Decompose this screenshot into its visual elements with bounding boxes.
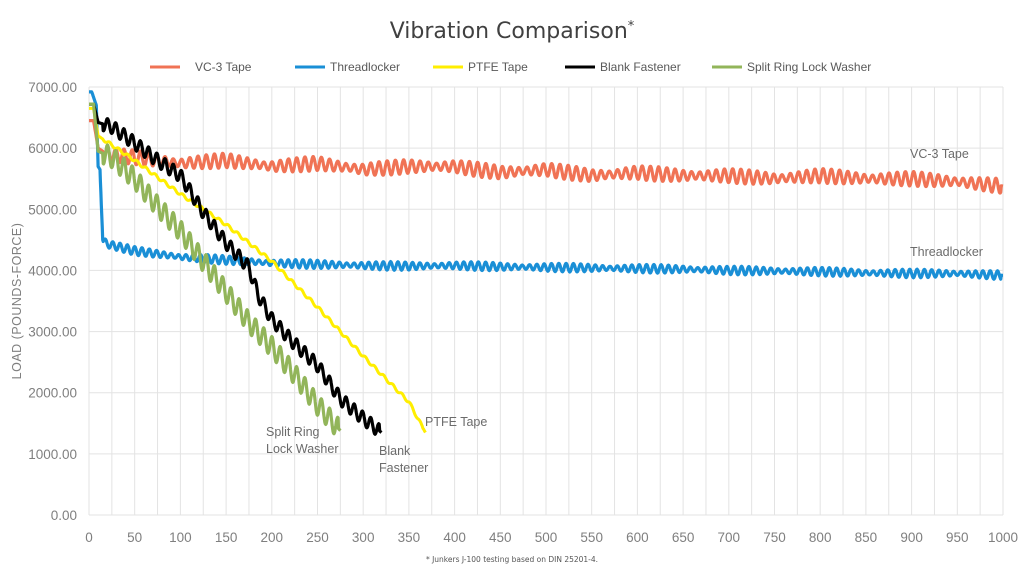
- x-tick-label: 900: [900, 530, 923, 545]
- legend: VC-3 Tape Threadlocker PTFE Tape Blank Fast…: [150, 60, 871, 74]
- x-tick-label: 100: [169, 530, 192, 545]
- series-lines: [87, 90, 1005, 436]
- legend-item: Split Ring Lock Washer: [712, 60, 871, 74]
- x-tick-label: 300: [352, 530, 375, 545]
- y-tick-label: 7000.00: [28, 80, 77, 95]
- legend-item: Blank Fastener: [565, 60, 681, 74]
- x-tick-label: 450: [489, 530, 512, 545]
- y-axis-label: LOAD (POUNDS-FORCE): [10, 223, 24, 380]
- x-tick-label: 150: [215, 530, 238, 545]
- x-tick-label: 250: [306, 530, 329, 545]
- y-axis-ticks: 0.00 1000.00 2000.00 3000.00 4000.00 5000.00 6…: [28, 80, 77, 523]
- x-tick-label: 0: [85, 530, 93, 545]
- legend-label: Threadlocker: [330, 60, 400, 74]
- series-line-split-ring-lock-washer: [87, 102, 342, 436]
- series-line-vc-3-tape: [87, 119, 1005, 195]
- legend-label: Blank Fastener: [600, 60, 681, 74]
- x-tick-label: 700: [718, 530, 741, 545]
- annotation-threadlocker: Threadlocker: [910, 245, 983, 259]
- x-tick-label: 750: [763, 530, 786, 545]
- x-tick-label: 400: [443, 530, 466, 545]
- series-line-ptfe-tape: [88, 106, 427, 434]
- x-tick-label: 200: [261, 530, 284, 545]
- x-tick-label: 850: [855, 530, 878, 545]
- annotation-blank-fastener: Blank Fastener: [379, 444, 428, 475]
- series-line-blank-fastener: [87, 102, 383, 436]
- legend-item: Threadlocker: [295, 60, 400, 74]
- legend-label: VC-3 Tape: [195, 60, 252, 74]
- series-annotations: VC-3 Tape Threadlocker PTFE Tape Blank Faste…: [266, 147, 983, 475]
- y-tick-label: 2000.00: [28, 386, 77, 401]
- x-tick-label: 350: [398, 530, 421, 545]
- x-tick-label: 650: [672, 530, 695, 545]
- chart-title: Vibration Comparison*: [390, 19, 635, 44]
- x-axis-ticks: 0 50 100 150 200 250 300 350 400 450 500 550 600 650 7…: [85, 530, 1018, 545]
- legend-item: VC-3 Tape: [150, 60, 252, 74]
- x-tick-label: 600: [626, 530, 649, 545]
- y-tick-label: 4000.00: [28, 263, 77, 278]
- y-tick-label: 0.00: [51, 508, 77, 523]
- x-tick-label: 550: [580, 530, 603, 545]
- legend-item: PTFE Tape: [433, 60, 528, 74]
- y-tick-label: 3000.00: [28, 325, 77, 340]
- x-tick-label: 800: [809, 530, 832, 545]
- x-tick-label: 50: [127, 530, 142, 545]
- y-tick-label: 1000.00: [28, 447, 77, 462]
- legend-label: Split Ring Lock Washer: [747, 60, 871, 74]
- annotation-vc-3-tape: VC-3 Tape: [910, 147, 969, 161]
- x-tick-label: 500: [535, 530, 558, 545]
- annotation-ptfe-tape: PTFE Tape: [425, 415, 487, 429]
- x-tick-label: 1000: [988, 530, 1018, 545]
- legend-label: PTFE Tape: [468, 60, 528, 74]
- annotation-split-ring-lock-washer: Split Ring Lock Washer: [266, 425, 338, 456]
- x-tick-label: 950: [946, 530, 969, 545]
- y-tick-label: 5000.00: [28, 202, 77, 217]
- footnote: * Junkers J-100 testing based on DIN 252…: [426, 555, 598, 564]
- y-tick-label: 6000.00: [28, 141, 77, 156]
